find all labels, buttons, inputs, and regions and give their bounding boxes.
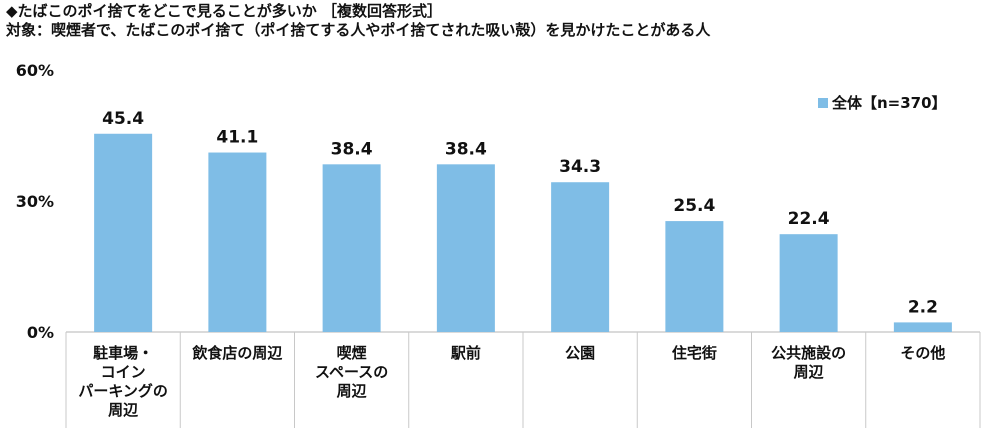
category-label: 喫煙スペースの周辺	[315, 344, 388, 400]
y-tick-label: 0%	[27, 323, 54, 342]
bar-value-label: 22.4	[788, 209, 830, 229]
bar-value-label: 34.3	[559, 157, 601, 177]
category-label: 公園	[565, 344, 595, 362]
category-label: 住宅街	[672, 344, 717, 362]
bar	[551, 182, 610, 332]
bar	[665, 221, 724, 332]
category-label: 駅前	[450, 344, 481, 362]
bar	[436, 164, 495, 332]
chart-header: ◆たばこのポイ捨てをどこで見ることが多いか ［複数回答形式］ 対象：喫煙者で、た…	[6, 2, 710, 40]
legend-swatch	[818, 98, 828, 108]
y-tick-label: 60%	[16, 61, 54, 80]
category-label: その他	[900, 344, 945, 362]
legend: 全体【n=370】	[818, 94, 947, 112]
chart-title: ◆たばこのポイ捨てをどこで見ることが多いか ［複数回答形式］	[6, 2, 443, 20]
category-label: 公共施設の周辺	[771, 344, 846, 381]
labels-layer: 45.4 駐車場・コインパーキングの周辺 41.1 飲食店の周辺 38.4 喫煙スペースの…	[78, 109, 945, 419]
chart-subtitle: 対象：喫煙者で、たばこのポイ捨て（ポイ捨てする人やポイ捨てされた吸い殻）を見かけ…	[6, 21, 711, 39]
bar	[779, 234, 838, 332]
y-tick-label: 30%	[16, 192, 54, 211]
bar-value-label: 41.1	[216, 128, 258, 148]
bars-layer	[94, 133, 952, 332]
bar	[94, 133, 153, 332]
category-label: 飲食店の周辺	[191, 344, 283, 362]
legend-label: 全体【n=370】	[831, 94, 947, 112]
bar-value-label: 25.4	[673, 196, 715, 216]
bar	[208, 152, 267, 332]
category-label: 駐車場・コインパーキングの周辺	[78, 344, 168, 419]
bar-value-label: 38.4	[445, 139, 487, 159]
bar-value-label: 45.4	[102, 109, 144, 129]
bar-value-label: 38.4	[331, 139, 373, 159]
bar	[322, 164, 381, 332]
bar	[893, 322, 952, 332]
bar-value-label: 2.2	[908, 297, 938, 317]
